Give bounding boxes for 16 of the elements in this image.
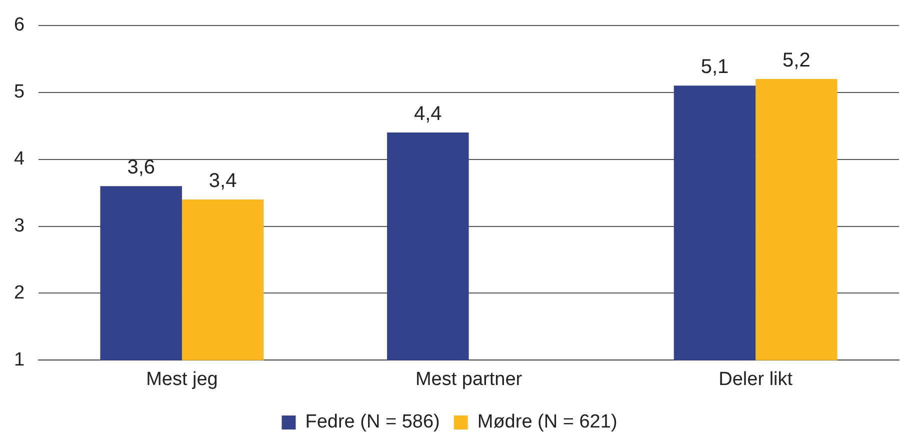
x-tick-label: Mest partner	[415, 368, 523, 390]
y-tick-label: 6	[14, 14, 25, 36]
y-tick-label: 1	[14, 349, 25, 370]
legend-label: Fedre (N = 586)	[305, 412, 440, 433]
legend-label: Mødre (N = 621)	[477, 412, 618, 433]
y-tick-label: 3	[14, 216, 25, 237]
data-label: 5,2	[782, 49, 810, 72]
data-label: 4,4	[414, 103, 442, 126]
y-tick-label: 2	[14, 282, 25, 304]
y-tick-label: 4	[14, 148, 25, 170]
y-tick-label: 5	[14, 82, 25, 103]
data-label: 3,6	[127, 156, 156, 179]
data-label: 3,4	[208, 170, 237, 192]
data-label: 5,1	[700, 56, 729, 78]
x-tick-label: Mest jeg	[146, 368, 218, 390]
x-tick-label: Deler likt	[718, 368, 794, 390]
